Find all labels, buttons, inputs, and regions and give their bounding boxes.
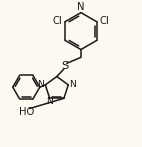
Text: N: N bbox=[38, 80, 44, 89]
Text: S: S bbox=[61, 61, 68, 71]
Text: Cl: Cl bbox=[100, 16, 110, 26]
Text: N: N bbox=[77, 2, 85, 12]
Text: HO: HO bbox=[19, 107, 35, 117]
Text: Cl: Cl bbox=[52, 16, 62, 26]
Text: N: N bbox=[69, 80, 76, 89]
Text: N: N bbox=[47, 97, 53, 106]
